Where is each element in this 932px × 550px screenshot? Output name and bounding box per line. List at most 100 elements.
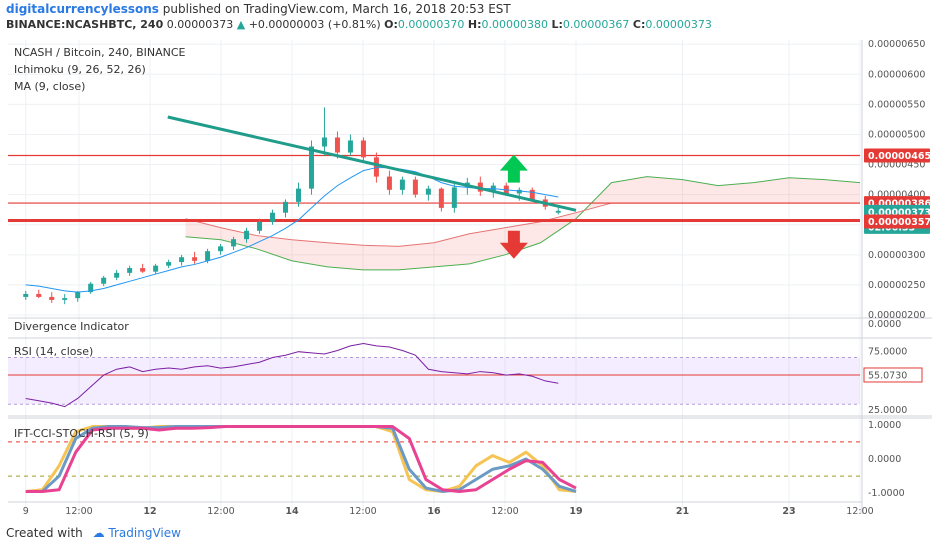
price-badge-label: 0.00000357 xyxy=(868,217,931,228)
span-a-line xyxy=(185,176,861,271)
rsi-tick-label: 75.0000 xyxy=(868,347,907,358)
candle-body xyxy=(140,268,146,272)
candle-body xyxy=(270,212,276,222)
price-tick-label: 0.00000250 xyxy=(868,280,925,291)
candle-body xyxy=(360,140,366,158)
time-tick-label: 16 xyxy=(427,506,441,517)
high-value: 0.00000380 xyxy=(481,18,548,31)
price-badge-label: 0.00000465 xyxy=(868,151,931,162)
time-tick-label: 12 xyxy=(143,506,156,517)
close-label: C: xyxy=(632,18,646,31)
down-arrow xyxy=(499,230,528,259)
candle-body xyxy=(295,188,301,202)
overlay-lines xyxy=(25,115,577,293)
candle-body xyxy=(75,292,81,299)
ift-legend: IFT-CCI-STOCH-RSI (5, 9) xyxy=(14,427,149,440)
time-tick-label: 12:00 xyxy=(846,506,873,517)
candle-body xyxy=(373,157,379,177)
candle-body xyxy=(425,188,431,195)
candle-body xyxy=(88,283,94,293)
candle-body xyxy=(179,257,185,263)
open-label: O: xyxy=(384,18,398,31)
candle-body xyxy=(114,272,120,278)
time-tick-label: 23 xyxy=(782,506,795,517)
candle-body xyxy=(516,189,522,194)
ift-tick-label: 1.0000 xyxy=(868,420,901,431)
candle-body xyxy=(192,257,198,261)
candle-body xyxy=(23,293,29,297)
ift-tick-label: -1.0000 xyxy=(868,488,905,499)
candle-body xyxy=(283,201,289,213)
rsi-line xyxy=(25,342,559,408)
candle-body xyxy=(218,246,224,252)
candle-body xyxy=(529,189,535,200)
created-with-text: Created with xyxy=(6,526,83,540)
low-value: 0.00000367 xyxy=(562,18,630,31)
rsi-tick-label: 25.0000 xyxy=(868,405,907,416)
open-value: 0.00000370 xyxy=(397,18,465,31)
time-tick-label: 21 xyxy=(676,506,689,517)
ma-line xyxy=(25,167,559,293)
price-badge xyxy=(864,148,930,163)
price-tick-label: 0.00000450 xyxy=(868,160,925,171)
rsi-badge-label: 55.0730 xyxy=(868,370,907,381)
time-tick-label: 19 xyxy=(569,506,582,517)
divergence-legend: Divergence Indicator xyxy=(14,320,129,333)
candle-body xyxy=(257,221,263,231)
footer: Created with ☁ TradingView xyxy=(6,526,181,540)
price-tick-label: 0.00000200 xyxy=(868,310,925,321)
candle-body xyxy=(386,176,392,190)
rsi-band xyxy=(8,357,860,405)
ift-pink-line xyxy=(25,425,577,493)
time-tick-label: 12:00 xyxy=(65,506,92,517)
ift-tick-label: 0.0000 xyxy=(868,454,901,465)
cloud-fill xyxy=(185,176,860,270)
ichimoku-legend: Ichimoku (9, 26, 52, 26) xyxy=(14,63,146,76)
candle-body xyxy=(101,277,107,284)
low-label: L: xyxy=(551,18,563,31)
time-tick-label: 9 xyxy=(23,506,29,517)
symbol-legend: NCASH / Bitcoin, 240, BINANCE xyxy=(14,46,186,59)
candle-body xyxy=(334,137,340,153)
axes: 0.00000650 0.00000600 0.00000550 0.00000500… xyxy=(8,39,931,517)
ift-pane xyxy=(8,425,860,493)
candle-body xyxy=(308,146,314,189)
change-arrow: ▲ xyxy=(236,18,246,31)
price-tick-label: 0.00000500 xyxy=(868,129,925,140)
close-value: 0.00000373 xyxy=(645,18,712,31)
high-label: H: xyxy=(467,18,482,31)
price-tick-label: 0.00000300 xyxy=(868,250,925,261)
candle-body xyxy=(412,179,418,195)
price-tick-label: 0.00000650 xyxy=(868,39,925,50)
candle-body xyxy=(62,298,68,300)
published-text: published on TradingView.com, March 16, … xyxy=(162,2,511,16)
candle-body xyxy=(205,251,211,261)
ma-legend: MA (9, close) xyxy=(14,80,85,93)
rsi-pane xyxy=(8,342,860,408)
divergence-tick-label: 0.0000 xyxy=(868,319,901,330)
candle-body xyxy=(127,268,133,273)
candle-body xyxy=(49,296,55,300)
candle-body xyxy=(36,293,42,297)
chart-header: digitalcurrencylessons published on Trad… xyxy=(6,0,926,36)
tradingview-brand: TradingView xyxy=(108,526,181,540)
trendline xyxy=(167,115,577,212)
author-link[interactable]: digitalcurrencylessons xyxy=(6,2,159,16)
candle-body xyxy=(451,187,457,208)
tradingview-logo[interactable]: ☁ TradingView xyxy=(92,526,181,540)
candle-body xyxy=(399,179,405,190)
candle-body xyxy=(231,239,237,247)
time-tick-label: 12:00 xyxy=(207,506,234,517)
price-badge-label: 0.00000386 xyxy=(868,199,931,210)
candle-body xyxy=(438,188,444,208)
price-tick-label: 0.00000600 xyxy=(868,69,925,80)
grid-lines xyxy=(8,40,932,512)
up-arrow xyxy=(499,154,528,183)
candle-body xyxy=(244,230,250,240)
candle-body xyxy=(153,265,159,272)
candle-body xyxy=(347,140,353,153)
price-tick-label: 0.00000400 xyxy=(868,190,925,201)
ohlc-line: BINANCE:NCASHBTC, 240 0.00000373 ▲ +0.00… xyxy=(6,18,712,31)
price-badge-label: 0.00000373 xyxy=(868,207,931,218)
